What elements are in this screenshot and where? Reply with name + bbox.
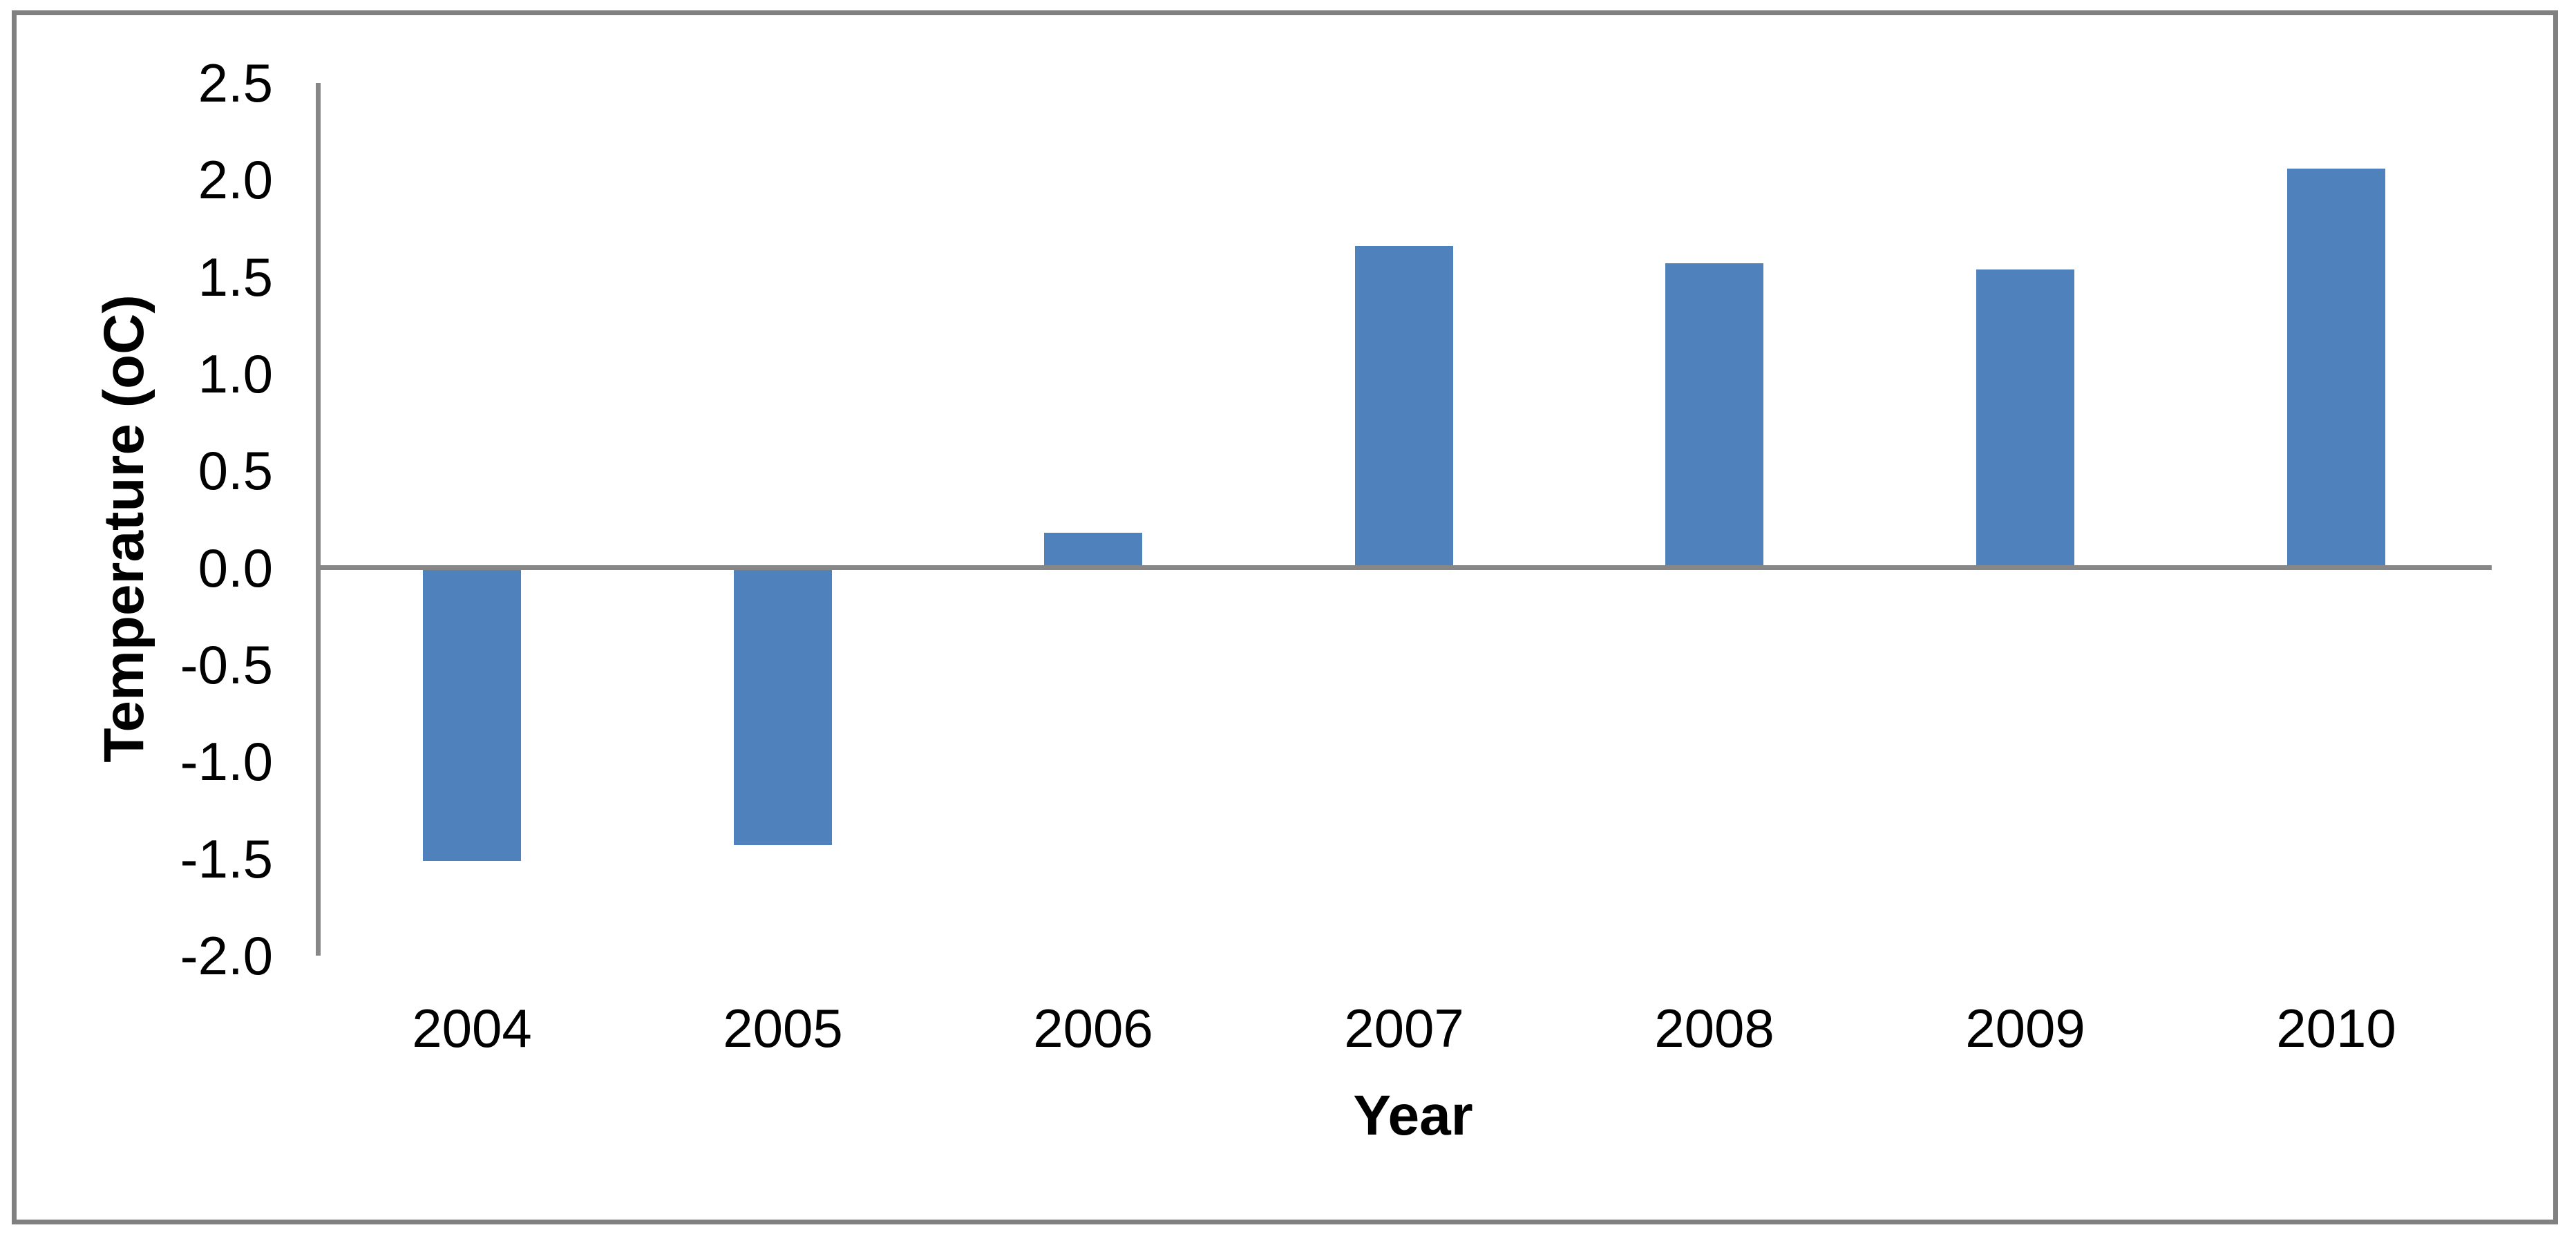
y-tick-0.5: 0.5 [198, 440, 273, 501]
x-tick-2009: 2009 [1965, 998, 2085, 1059]
x-tick-2005: 2005 [723, 998, 843, 1059]
x-axis-title: Year [1353, 1084, 1473, 1147]
bar-2005 [734, 568, 832, 845]
y-tick--2.0: -2.0 [180, 925, 273, 986]
y-axis-title: Temperature (oC) [93, 294, 155, 763]
chart-outer-border [12, 10, 2558, 1224]
y-tick-0.0: 0.0 [198, 538, 273, 598]
x-tick-2006: 2006 [1033, 998, 1153, 1059]
bar-2006 [1044, 533, 1142, 568]
bar-2008 [1665, 263, 1763, 568]
bar-2007 [1355, 246, 1453, 568]
x-tick-2008: 2008 [1654, 998, 1774, 1059]
y-tick--1.0: -1.0 [180, 731, 273, 792]
y-tick-2.0: 2.0 [198, 149, 273, 210]
y-tick-1.0: 1.0 [198, 343, 273, 404]
y-tick--0.5: -0.5 [180, 634, 273, 695]
x-tick-2007: 2007 [1344, 998, 1464, 1059]
y-tick-2.5: 2.5 [198, 53, 273, 113]
y-tick--1.5: -1.5 [180, 828, 273, 889]
x-tick-2004: 2004 [412, 998, 532, 1059]
y-axis-line [316, 83, 321, 956]
x-axis-line [318, 565, 2492, 570]
x-tick-2010: 2010 [2276, 998, 2396, 1059]
y-tick-1.5: 1.5 [198, 247, 273, 307]
bar-2009 [1976, 269, 2074, 568]
bar-2010 [2287, 169, 2385, 568]
bar-2004 [423, 568, 521, 861]
